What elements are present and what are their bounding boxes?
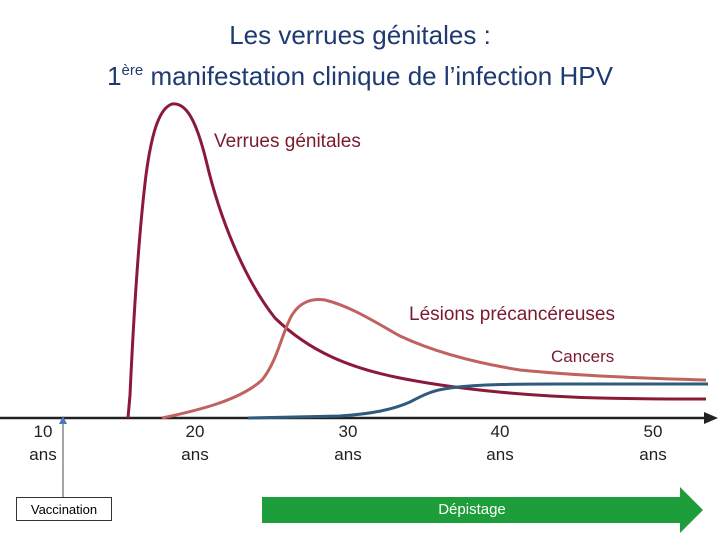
screening-label: Dépistage (438, 501, 506, 518)
tick-label-20: 20 ans (181, 422, 209, 464)
precancer-curve (161, 298, 707, 420)
precancer-label: Lésions précancéreuses (409, 304, 615, 325)
tick-label-50: 50 ans (639, 422, 667, 464)
vaccination-box: Vaccination (16, 497, 112, 521)
time-axis-arrowhead (704, 412, 718, 424)
tick-label-30: 30 ans (334, 422, 362, 464)
title-line-1: Les verrues génitales : (229, 20, 491, 50)
warts-curve (126, 102, 707, 419)
tick-label-10: 10 ans (29, 422, 57, 464)
cancer-curve (247, 382, 708, 420)
screening-arrow (262, 487, 703, 533)
title-line-2: 1ère manifestation clinique de l’infecti… (107, 61, 613, 91)
tick-label-40: 40 ans (486, 422, 514, 464)
vaccination-marker-arrowhead (59, 416, 67, 424)
warts-label: Verrues génitales (214, 131, 361, 152)
cancer-label: Cancers (551, 347, 615, 366)
